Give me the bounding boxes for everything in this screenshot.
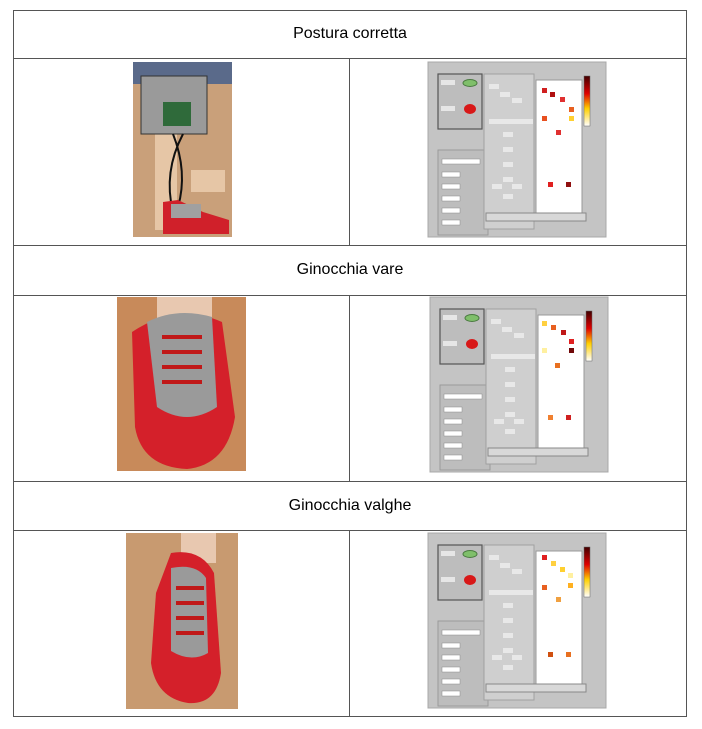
photo xyxy=(133,62,232,237)
software-screenshot xyxy=(429,296,609,473)
photo xyxy=(126,533,238,709)
software-screenshot xyxy=(427,61,607,238)
section-title: Postura corretta xyxy=(293,25,407,42)
section-title: Ginocchia valghe xyxy=(289,497,412,514)
heatmap-dots xyxy=(542,321,574,420)
table xyxy=(13,10,687,717)
software-screenshot xyxy=(427,532,607,709)
heatmap-dots xyxy=(542,88,574,187)
photo xyxy=(117,297,246,471)
heatmap-dots xyxy=(542,555,573,657)
section-title: Ginocchia vare xyxy=(297,261,404,278)
table-border xyxy=(13,10,687,717)
